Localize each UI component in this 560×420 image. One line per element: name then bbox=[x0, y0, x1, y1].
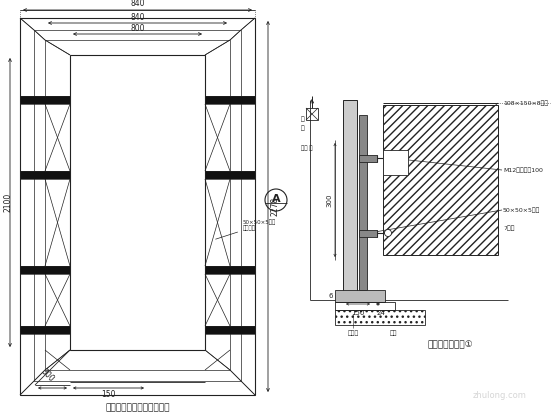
Bar bbox=[359, 230, 377, 237]
Bar bbox=[20, 18, 255, 395]
Bar bbox=[20, 171, 70, 179]
Bar bbox=[205, 266, 255, 274]
Text: 50×50×5钢板
通顶钢板: 50×50×5钢板 通顶钢板 bbox=[216, 219, 276, 239]
Text: 板: 板 bbox=[301, 125, 305, 131]
Bar bbox=[383, 150, 408, 175]
Bar bbox=[343, 100, 357, 295]
Text: 7钢板: 7钢板 bbox=[503, 225, 515, 231]
Text: 2100: 2100 bbox=[3, 193, 12, 212]
Text: 150: 150 bbox=[351, 310, 365, 316]
Text: 300: 300 bbox=[326, 193, 332, 207]
Text: 24: 24 bbox=[377, 310, 385, 316]
Bar bbox=[20, 171, 70, 179]
Text: 钢板 件: 钢板 件 bbox=[301, 145, 312, 151]
Bar bbox=[359, 115, 367, 290]
Circle shape bbox=[385, 229, 391, 236]
Text: 6: 6 bbox=[329, 293, 333, 299]
Bar bbox=[34, 30, 241, 381]
Bar bbox=[20, 96, 70, 104]
Bar bbox=[306, 108, 318, 120]
Bar bbox=[205, 326, 255, 334]
Text: 300: 300 bbox=[39, 367, 56, 383]
Text: 108×150×8钢板: 108×150×8钢板 bbox=[503, 100, 548, 106]
Bar bbox=[335, 302, 395, 310]
Bar bbox=[335, 310, 425, 325]
Bar bbox=[205, 266, 255, 274]
Text: 电梯套干挂龙骨位置示意图: 电梯套干挂龙骨位置示意图 bbox=[105, 403, 170, 412]
Bar bbox=[205, 326, 255, 334]
Bar bbox=[205, 171, 255, 179]
Text: 楼: 楼 bbox=[301, 116, 305, 122]
Bar bbox=[20, 326, 70, 334]
Text: 门套一注大样图①: 门套一注大样图① bbox=[427, 340, 473, 349]
Text: A: A bbox=[272, 194, 281, 204]
Text: M12膨胀螺丝100: M12膨胀螺丝100 bbox=[503, 167, 543, 173]
Bar bbox=[383, 105, 498, 255]
Text: 840: 840 bbox=[130, 0, 144, 8]
Bar bbox=[45, 40, 230, 370]
Text: 840: 840 bbox=[130, 13, 144, 22]
Text: zhulong.com: zhulong.com bbox=[473, 391, 527, 399]
Bar bbox=[70, 55, 205, 350]
Bar bbox=[205, 96, 255, 104]
Bar bbox=[205, 171, 255, 179]
Bar bbox=[385, 156, 390, 161]
Bar bbox=[20, 266, 70, 274]
Text: 地面: 地面 bbox=[389, 330, 396, 336]
Text: 2278: 2278 bbox=[270, 197, 279, 216]
Text: 预埋板: 预埋板 bbox=[347, 330, 358, 336]
Bar bbox=[205, 96, 255, 104]
Bar bbox=[359, 155, 377, 162]
Bar bbox=[71, 56, 204, 349]
Bar bbox=[20, 266, 70, 274]
Bar bbox=[20, 326, 70, 334]
Text: 800: 800 bbox=[130, 24, 144, 33]
Bar bbox=[20, 96, 70, 104]
Text: 150: 150 bbox=[101, 390, 115, 399]
Bar bbox=[335, 290, 385, 302]
Text: 50×50×5钢板: 50×50×5钢板 bbox=[503, 207, 540, 213]
